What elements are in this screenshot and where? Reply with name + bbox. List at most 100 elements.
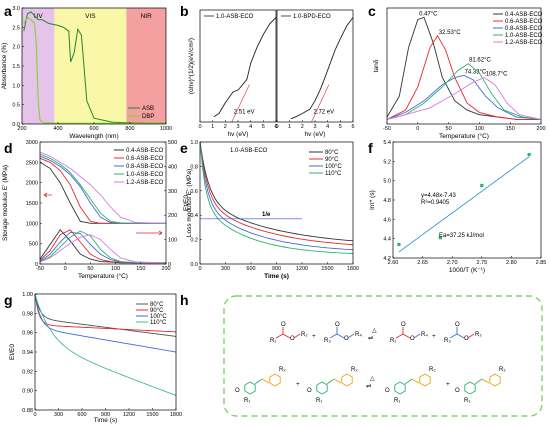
y-tick-label: 1.0 xyxy=(12,83,20,89)
x-axis-label: Time (s) xyxy=(264,273,289,280)
x-tick-label: 5 xyxy=(339,124,342,130)
substituent-label: R₂ xyxy=(279,367,286,373)
x-tick-label: 300 xyxy=(54,412,63,418)
panel-c: 0.47°C 32.53°C 74.33°C 81.62°C 108.7°C -50 0 50… xyxy=(373,7,546,140)
loss-curve xyxy=(39,229,166,264)
storage-curve xyxy=(39,153,166,224)
substituent-label: R₄ xyxy=(421,332,428,338)
fit-line xyxy=(398,156,530,253)
aromatic-molecule: O R₂ R₁ xyxy=(307,367,358,404)
x-tick-label: 1500 xyxy=(146,412,158,418)
x-tick-label: 2.80 xyxy=(506,260,517,266)
y-axis-label-right: Loss modulus E'' (MPa) xyxy=(186,169,193,237)
oxygen-label: O xyxy=(335,322,340,328)
oxygen-label: O xyxy=(385,388,390,394)
y-tick-label: 0 xyxy=(168,262,171,268)
bandgap-annotation: 2.72 eV xyxy=(313,109,334,115)
y-tick-label: 0.5 xyxy=(12,103,20,109)
linker-bond xyxy=(481,378,490,384)
heat-symbol: △ xyxy=(372,328,377,334)
acyl-chain xyxy=(275,333,291,339)
relaxation-curve xyxy=(34,293,177,333)
y-tick-label: 5.0 xyxy=(383,179,391,185)
fit-annotation: y=4.48x-7.43 xyxy=(421,193,457,199)
y-axis-label: Et/E0 xyxy=(9,344,16,360)
x-axis-label: Temperature (°C) xyxy=(78,272,128,280)
arrow-right xyxy=(136,230,163,236)
x-tick-label: 3 xyxy=(236,124,239,130)
x-tick-label: 0 xyxy=(33,412,36,418)
subplot-b-1: 0 1 2 3 4 5 6 1.0-ASB-ECO 2.51 eV hv (eV) xyxy=(198,9,278,138)
substituent-label: R₂ xyxy=(351,367,358,373)
series-line xyxy=(213,17,277,118)
y-tick-label: 3000 xyxy=(26,140,38,146)
x-tick-label: 200 xyxy=(161,266,170,272)
x-axis-label: Time (s) xyxy=(94,417,118,424)
oxygen-label: O xyxy=(344,336,349,342)
x-tick-label: 1800 xyxy=(347,266,359,272)
relaxation-curve xyxy=(34,293,177,353)
plot-frame xyxy=(276,9,354,123)
y-tick-label: 0.98 xyxy=(22,311,33,317)
panel-label-f: f xyxy=(368,140,373,156)
benzene-ring xyxy=(394,381,406,395)
series-curve xyxy=(386,77,542,120)
series-curve xyxy=(386,34,541,120)
oxygen-label: O xyxy=(290,336,295,342)
plus-sign: + xyxy=(312,333,316,340)
peak-label: 0.47°C xyxy=(419,11,438,17)
y-tick-label: 300 xyxy=(168,189,177,195)
loss-curve xyxy=(39,230,167,264)
plus-sign: + xyxy=(432,333,436,340)
y-axis-label: tanδ xyxy=(373,59,380,72)
aromatic-molecule: O R₂ R₁ xyxy=(385,367,436,404)
y-tick-label: 0.8 xyxy=(190,164,198,170)
linker-bond xyxy=(404,378,413,385)
legend-label: 0.8-ASB-ECO xyxy=(126,164,164,170)
y-axis-label: lnτ* (s) xyxy=(369,190,376,210)
y-tick-label: 5.4 xyxy=(383,140,391,146)
x-tick-label: 600 xyxy=(246,266,255,272)
peak-label: 74.33°C xyxy=(465,69,487,75)
x-tick-label: 900 xyxy=(272,266,281,272)
alkyl-bond xyxy=(467,333,475,339)
y-axis-label: Storage modulus E' (MPa) xyxy=(2,165,9,241)
legend-label: 0.6-ASB-ECO xyxy=(126,156,164,162)
legend-label: 80°C xyxy=(150,302,164,308)
panel-label-c: c xyxy=(368,3,376,19)
scheme-border xyxy=(223,295,543,417)
relaxation-curve xyxy=(199,141,354,246)
substituent-label: R₁ xyxy=(244,398,250,404)
substituent-label: R₁ xyxy=(390,338,396,344)
x-tick-label: 2.60 xyxy=(388,260,399,266)
peak-label: 81.62°C xyxy=(469,58,491,64)
substituent-label: R₂ xyxy=(475,332,482,338)
ester-molecule: O O R₃ R₄ xyxy=(324,322,362,344)
x-axis-label: 1000/T (K⁻¹) xyxy=(449,267,485,274)
benzene-ring xyxy=(316,381,328,395)
ester-molecule: O O R₁ R₄ xyxy=(390,322,428,344)
y-tick-label: 4.8 xyxy=(383,198,391,204)
linker-bond xyxy=(411,378,420,384)
legend-label: 1.0-ASB-ECO xyxy=(126,172,164,178)
x-tick-label: -50 xyxy=(383,126,391,132)
data-point xyxy=(480,183,484,188)
y-tick-label: 1000 xyxy=(26,221,38,227)
panel-label-e: e xyxy=(180,140,188,156)
acyl-chain xyxy=(449,333,465,339)
y-tick-label: 4.4 xyxy=(383,237,391,243)
legend-label: 0.6-ASB-ECO xyxy=(505,19,543,25)
panel-label-h: h xyxy=(180,292,189,308)
linker-bond xyxy=(474,378,483,385)
legend-label: 80°C xyxy=(325,150,339,156)
region-label: NIR xyxy=(141,13,153,20)
benzene-ring xyxy=(489,373,501,387)
legend-label: 0.4-ASB-ECO xyxy=(505,12,543,18)
x-tick-label: 200 xyxy=(536,126,545,132)
data-point xyxy=(527,152,531,157)
region-uv xyxy=(22,8,55,124)
benzene-ring xyxy=(341,373,353,387)
arrow-left xyxy=(43,192,52,198)
y-tick-label: 0.90 xyxy=(22,389,33,395)
ester-molecule: O O R₃ R₂ xyxy=(444,322,482,344)
